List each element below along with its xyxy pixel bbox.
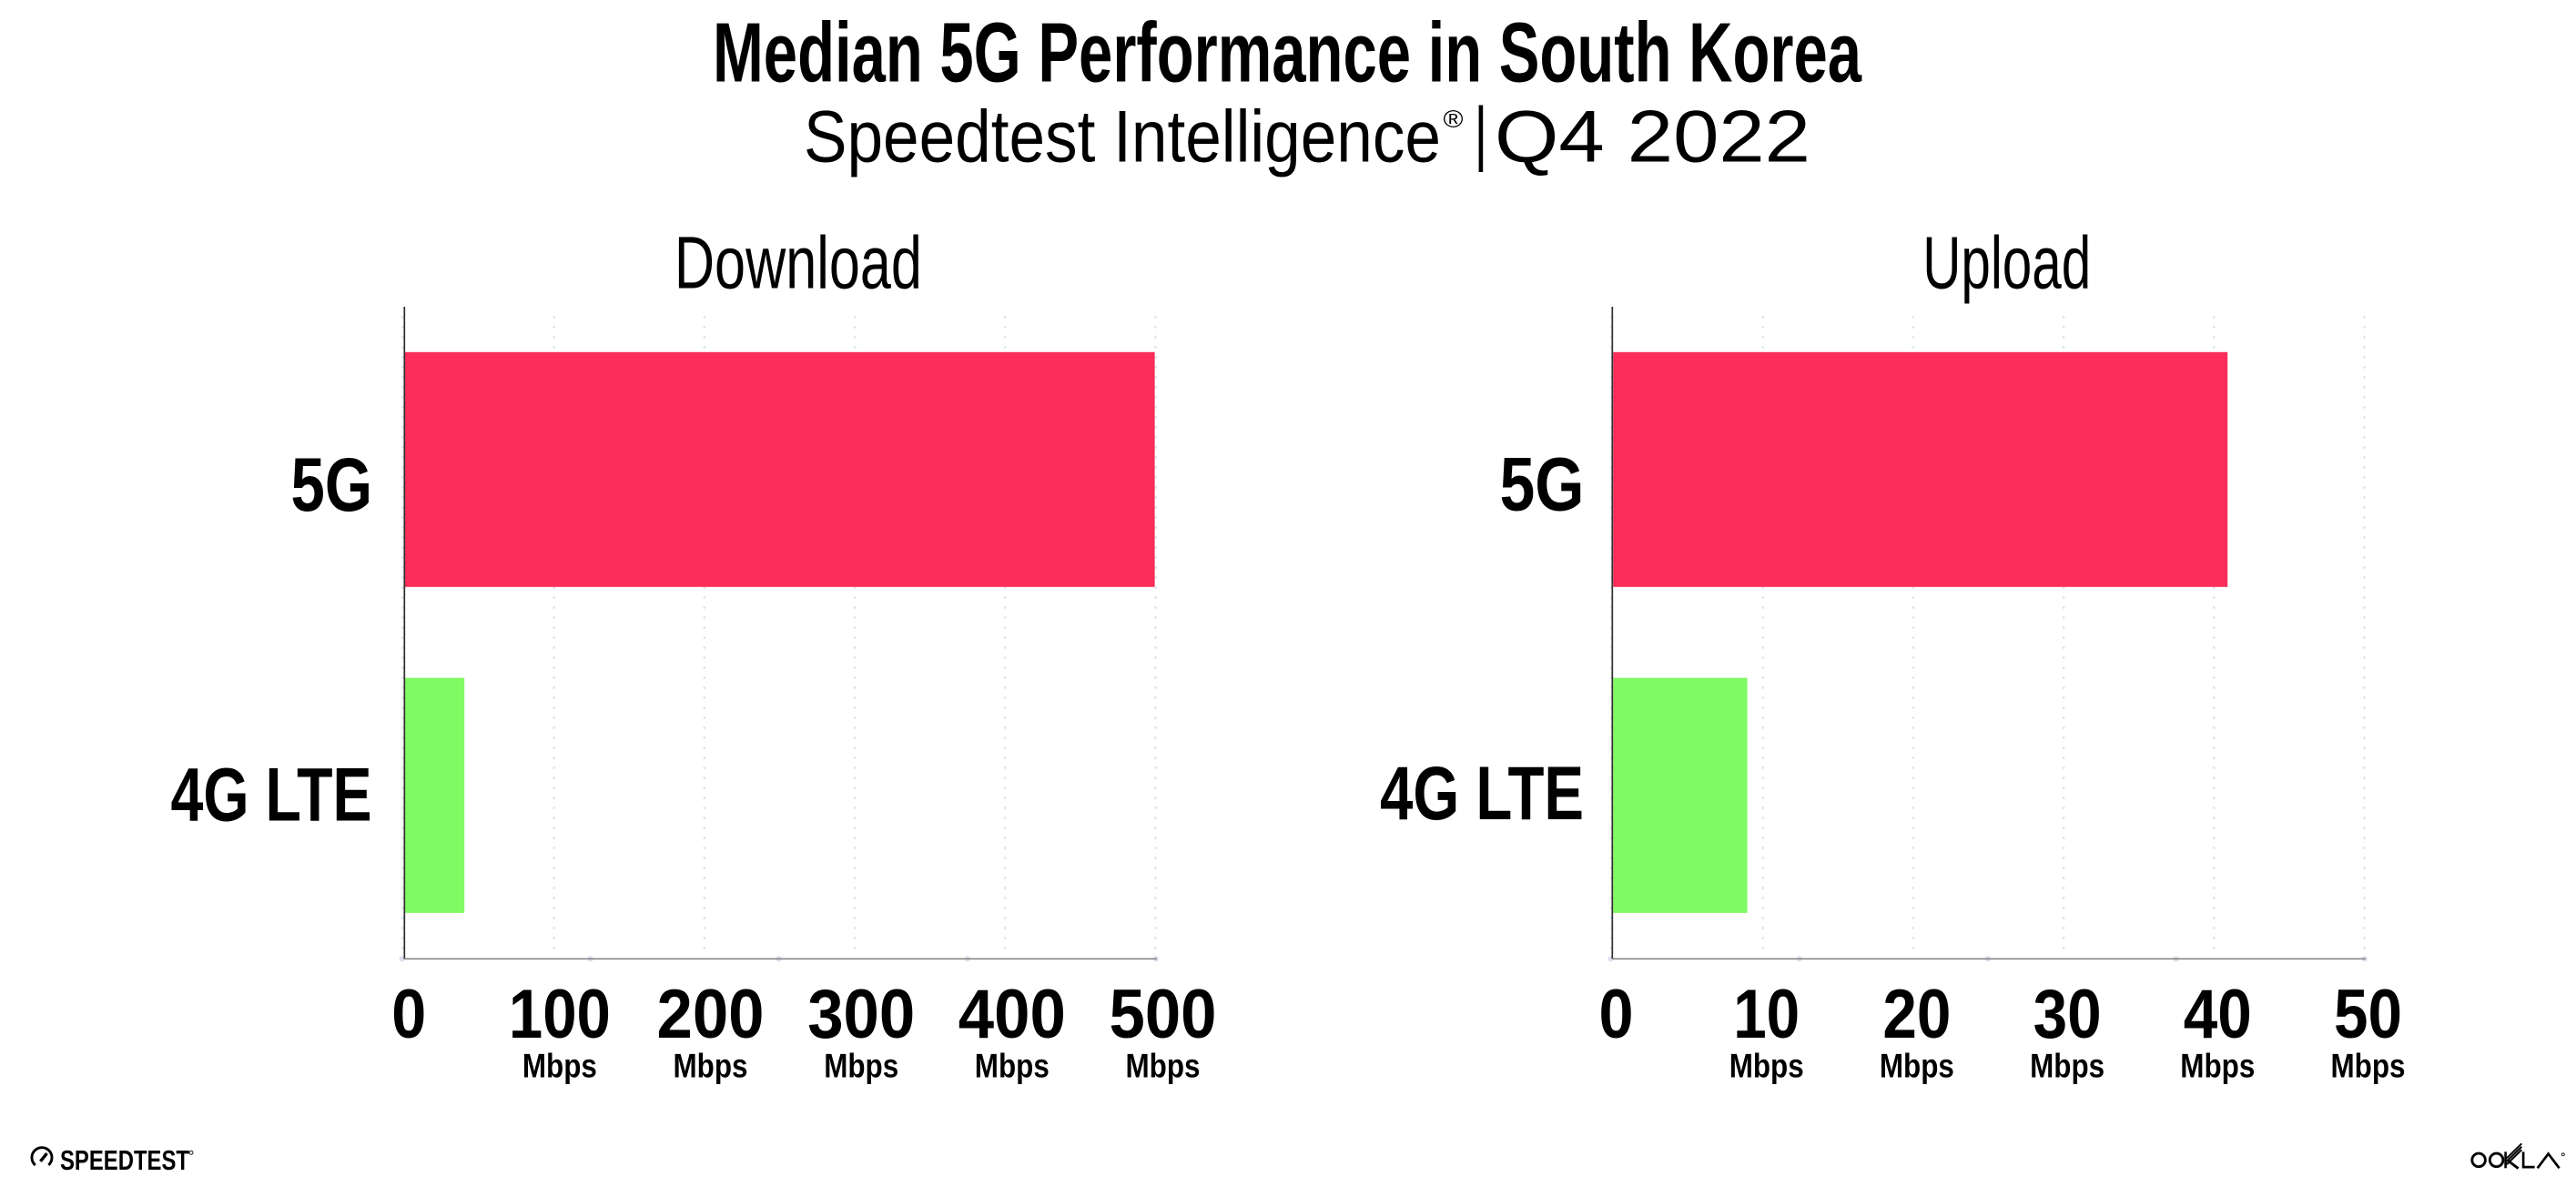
svg-text:30: 30 xyxy=(2033,976,2102,1053)
svg-text:5G: 5G xyxy=(291,441,373,527)
svg-text:40: 40 xyxy=(2184,976,2252,1053)
svg-text:Mbps: Mbps xyxy=(1880,1046,1954,1084)
svg-text:200: 200 xyxy=(657,976,765,1053)
svg-text:Mbps: Mbps xyxy=(2331,1046,2406,1084)
svg-text:300: 300 xyxy=(807,976,915,1053)
svg-text:Mbps: Mbps xyxy=(1729,1046,1804,1084)
svg-text:Speedtest Intelligence: Speedtest Intelligence xyxy=(804,96,1441,178)
svg-text:Mbps: Mbps xyxy=(824,1046,898,1084)
svg-text:0: 0 xyxy=(1599,976,1634,1053)
svg-text:Mbps: Mbps xyxy=(975,1046,1050,1084)
svg-text:Mbps: Mbps xyxy=(522,1046,597,1084)
svg-text:20: 20 xyxy=(1882,976,1951,1053)
svg-text:Upload: Upload xyxy=(1922,222,2091,305)
svg-text:5G: 5G xyxy=(1500,441,1585,527)
svg-text:SPEEDTEST: SPEEDTEST xyxy=(60,1145,189,1176)
svg-text:10: 10 xyxy=(1733,976,1800,1053)
svg-text:Download: Download xyxy=(674,222,922,305)
svg-text:500: 500 xyxy=(1110,976,1217,1053)
svg-text:Median 5G Performance in South: Median 5G Performance in South Korea xyxy=(713,5,1862,100)
svg-text:®: ® xyxy=(1444,106,1464,133)
svg-text:400: 400 xyxy=(958,976,1066,1053)
svg-text:Mbps: Mbps xyxy=(674,1046,748,1084)
svg-text:0: 0 xyxy=(391,976,426,1053)
svg-text:50: 50 xyxy=(2334,976,2402,1053)
svg-text:Mbps: Mbps xyxy=(2030,1046,2104,1084)
svg-text:Mbps: Mbps xyxy=(1126,1046,1201,1084)
svg-text:Q4 2022: Q4 2022 xyxy=(1495,96,1810,178)
svg-text:4G LTE: 4G LTE xyxy=(1380,750,1584,836)
svg-text:100: 100 xyxy=(509,976,611,1053)
svg-text:4G LTE: 4G LTE xyxy=(171,751,372,837)
svg-text:Mbps: Mbps xyxy=(2180,1046,2255,1084)
